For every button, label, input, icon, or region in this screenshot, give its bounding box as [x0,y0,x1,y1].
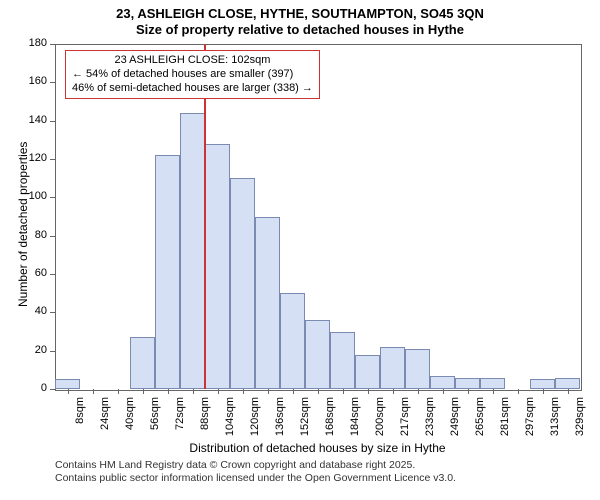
xtick-mark [143,389,144,394]
xtick-label: 136sqm [274,397,286,437]
ytick-label: 0 [17,382,47,394]
histogram-bar [180,113,205,389]
xtick-label: 168sqm [324,397,336,437]
xtick-mark [68,389,69,394]
xtick-label: 88sqm [199,397,211,437]
histogram-bar [305,320,330,389]
xtick-mark [543,389,544,394]
xtick-label: 217sqm [399,397,411,437]
xtick-mark [268,389,269,394]
xtick-mark [518,389,519,394]
xtick-label: 56sqm [149,397,161,437]
info-box-line: ← 54% of detached houses are smaller (39… [72,68,313,82]
ytick-mark [50,312,55,313]
xtick-label: 40sqm [124,397,136,437]
xtick-label: 329sqm [574,397,586,437]
histogram-bar [430,376,455,389]
xtick-label: 8sqm [74,397,86,437]
xtick-mark [93,389,94,394]
histogram-bar [255,217,280,390]
xtick-label: 297sqm [524,397,536,437]
histogram-bar [480,378,505,390]
xtick-mark [243,389,244,394]
xtick-mark [443,389,444,394]
title-line-1: 23, ASHLEIGH CLOSE, HYTHE, SOUTHAMPTON, … [0,6,600,22]
xtick-label: 152sqm [299,397,311,437]
histogram-bar [380,347,405,389]
chart-container: 23, ASHLEIGH CLOSE, HYTHE, SOUTHAMPTON, … [0,0,600,500]
xtick-label: 281sqm [499,397,511,437]
xtick-label: 200sqm [374,397,386,437]
y-axis-label: Number of detached properties [16,141,30,306]
ytick-label: 180 [17,37,47,49]
histogram-bar [280,293,305,389]
xtick-label: 249sqm [449,397,461,437]
histogram-bar [555,378,580,390]
info-box: 23 ASHLEIGH CLOSE: 102sqm← 54% of detach… [65,50,320,99]
title-line-2: Size of property relative to detached ho… [0,22,600,38]
histogram-bar [130,337,155,389]
info-box-line: 23 ASHLEIGH CLOSE: 102sqm [72,54,313,68]
xtick-mark [493,389,494,394]
ytick-label: 20 [17,344,47,356]
xtick-mark [468,389,469,394]
xtick-label: 104sqm [224,397,236,437]
footer-attribution: Contains HM Land Registry data © Crown c… [55,459,456,485]
histogram-bar [455,378,480,390]
ytick-mark [50,274,55,275]
histogram-bar [330,332,355,390]
xtick-mark [218,389,219,394]
xtick-label: 72sqm [174,397,186,437]
histogram-bar [155,155,180,389]
ytick-mark [50,121,55,122]
xtick-mark [343,389,344,394]
info-box-line: 46% of semi-detached houses are larger (… [72,82,313,96]
xtick-mark [193,389,194,394]
xtick-mark [418,389,419,394]
xtick-label: 233sqm [424,397,436,437]
footer-line-2: Contains public sector information licen… [55,472,456,485]
ytick-mark [50,197,55,198]
histogram-bar [230,178,255,389]
histogram-bar [530,379,555,389]
xtick-mark [293,389,294,394]
ytick-mark [50,236,55,237]
ytick-label: 40 [17,305,47,317]
ytick-mark [50,389,55,390]
ytick-label: 140 [17,114,47,126]
ytick-mark [50,159,55,160]
title-block: 23, ASHLEIGH CLOSE, HYTHE, SOUTHAMPTON, … [0,0,600,39]
histogram-bar [205,144,230,389]
histogram-bar [55,379,80,389]
histogram-bar [405,349,430,389]
footer-line-1: Contains HM Land Registry data © Crown c… [55,459,456,472]
ytick-mark [50,82,55,83]
ytick-label: 160 [17,75,47,87]
xtick-label: 313sqm [549,397,561,437]
ytick-mark [50,351,55,352]
ytick-mark [50,44,55,45]
xtick-mark [168,389,169,394]
xtick-mark [393,389,394,394]
xtick-mark [568,389,569,394]
xtick-mark [368,389,369,394]
xtick-label: 184sqm [349,397,361,437]
xtick-label: 265sqm [474,397,486,437]
x-axis-label: Distribution of detached houses by size … [55,441,580,455]
xtick-label: 24sqm [99,397,111,437]
xtick-label: 120sqm [249,397,261,437]
xtick-mark [118,389,119,394]
xtick-mark [318,389,319,394]
histogram-bar [355,355,380,390]
